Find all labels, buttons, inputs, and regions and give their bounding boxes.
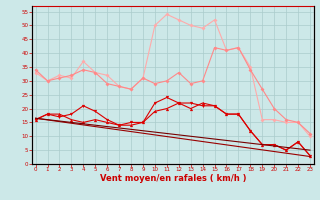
X-axis label: Vent moyen/en rafales ( km/h ): Vent moyen/en rafales ( km/h ) <box>100 174 246 183</box>
